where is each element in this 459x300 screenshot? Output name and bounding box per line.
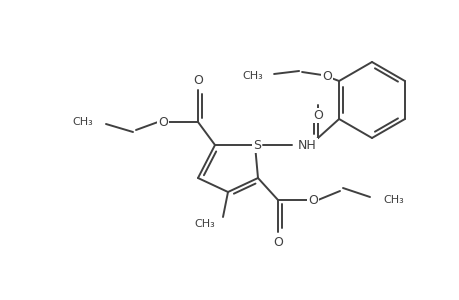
Text: CH₃: CH₃ bbox=[72, 117, 93, 127]
Text: O: O bbox=[313, 109, 322, 122]
Text: CH₃: CH₃ bbox=[242, 71, 263, 81]
Text: S: S bbox=[252, 139, 260, 152]
Text: O: O bbox=[158, 116, 168, 128]
Text: CH₃: CH₃ bbox=[382, 195, 403, 205]
Text: O: O bbox=[321, 70, 331, 83]
Text: CH₃: CH₃ bbox=[194, 219, 214, 229]
Text: O: O bbox=[308, 194, 317, 206]
Text: O: O bbox=[273, 236, 282, 248]
Text: O: O bbox=[193, 74, 202, 86]
Text: NH: NH bbox=[297, 139, 316, 152]
